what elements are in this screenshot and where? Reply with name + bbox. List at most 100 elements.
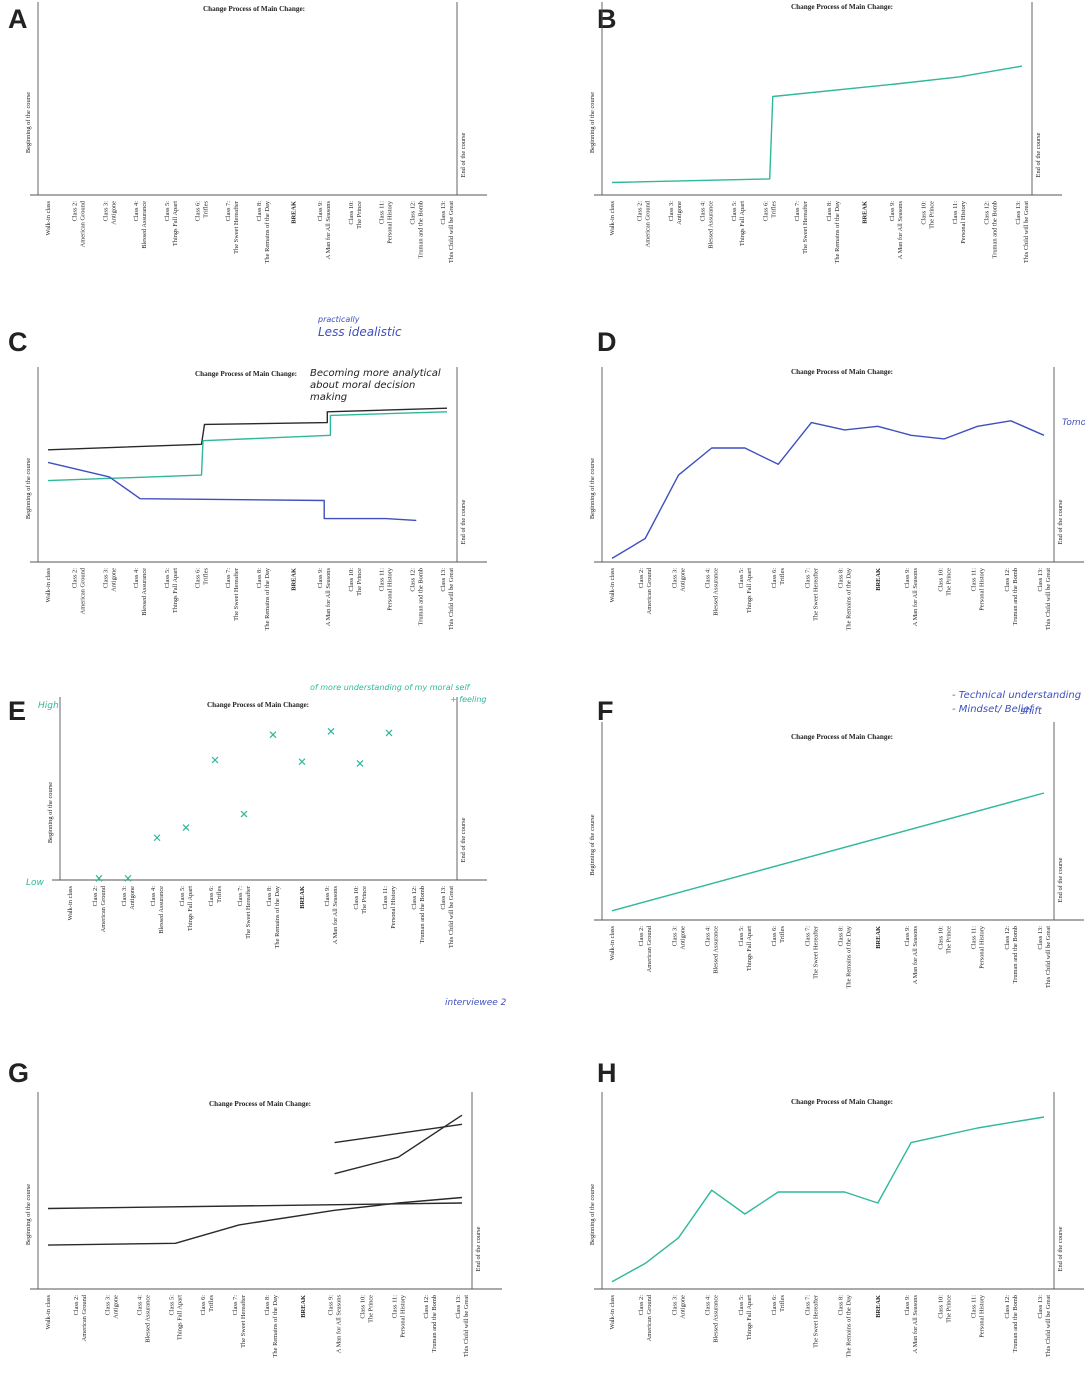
x-tick-label: Things Fall Apart: [746, 1295, 753, 1340]
x-tick-label: The Prince: [356, 568, 363, 596]
x-tick-label: Class 10:: [353, 886, 360, 910]
x-tick-label: Personal History: [979, 567, 986, 611]
x-tick-label: The Remains of the Day: [264, 567, 271, 630]
series-line: [611, 792, 1045, 912]
x-tick-label: Blessed Assurance: [145, 1295, 152, 1343]
annotation: practically: [317, 315, 360, 324]
x-tick-label: The Remains of the Day: [846, 1294, 853, 1357]
x-tick-label: Class 10:: [348, 201, 355, 225]
x-tick-label: BREAK: [861, 201, 868, 224]
panel-letter: C: [8, 327, 28, 357]
x-tick-label: The Remains of the Day: [274, 885, 281, 948]
x-tick-label: Trifles: [779, 1294, 786, 1311]
x-tick-label: Class 11:: [379, 201, 386, 225]
x-tick-label: Class 6:: [200, 1295, 207, 1316]
x-tick-label: Class 5:: [164, 201, 171, 222]
x-tick-label: Things Fall Apart: [172, 201, 179, 246]
x-tick-label: Class 11:: [971, 568, 978, 592]
x-tick-label: Personal History: [399, 1294, 406, 1338]
x-tick-label: Truman and the Bomb: [431, 1295, 438, 1352]
x-tick-label: Antigone: [679, 1295, 686, 1319]
x-tick-label: BREAK: [299, 886, 306, 909]
annotation: - Mindset/ Belief: [952, 704, 1034, 715]
x-tick-label: Walk-in class: [609, 200, 616, 235]
annotation: making: [310, 392, 347, 403]
x-tick-label: The Sweet Hereafter: [233, 200, 240, 254]
x-tick-label: The Prince: [945, 568, 952, 596]
x-tick-label: Class 9:: [904, 926, 911, 947]
annotation: Less idealistic: [318, 325, 402, 339]
x-tick-label: Class 9:: [317, 568, 324, 589]
x-tick-label: The Prince: [928, 201, 935, 229]
data-point: [211, 756, 219, 764]
x-tick-label: Walk-in class: [45, 1294, 52, 1329]
x-tick-label: The Sweet Hereafter: [812, 1294, 819, 1348]
x-tick-label: Class 7:: [804, 568, 811, 589]
series-line: [334, 1114, 463, 1175]
x-tick-label: The Prince: [356, 201, 363, 229]
x-tick-label: Class 6:: [208, 886, 215, 907]
x-tick-label: Truman and the Bomb: [1012, 1295, 1019, 1352]
x-tick-label: Walk-in class: [45, 567, 52, 602]
x-tick-label: Class 12:: [423, 1295, 430, 1319]
data-point: [240, 810, 248, 818]
x-tick-label: Class 11:: [391, 1295, 398, 1319]
panel-letter: H: [597, 1058, 617, 1088]
x-tick-label: Class 6:: [771, 568, 778, 589]
x-tick-label: This Child will be Great: [448, 201, 455, 263]
series-line: [47, 411, 448, 482]
x-tick-label: American Ground: [646, 567, 653, 614]
x-tick-label: American Ground: [80, 567, 87, 614]
data-point: [385, 729, 393, 737]
x-tick-label: Truman and the Bomb: [417, 201, 424, 258]
x-tick-label: Class 7:: [804, 926, 811, 947]
x-tick-label: This Child will be Great: [1045, 926, 1052, 988]
x-tick-label: Class 3:: [671, 926, 678, 947]
x-tick-label: American Ground: [100, 885, 107, 932]
x-tick-label: Class 4:: [700, 201, 707, 222]
y-start-label: Beginning of the course: [25, 458, 32, 519]
x-tick-label: Trifles: [771, 200, 778, 217]
x-tick-label: Class 8:: [264, 1295, 271, 1316]
x-tick-label: Blessed Assurance: [713, 1295, 720, 1343]
x-tick-label: Trifles: [202, 567, 209, 584]
x-tick-label: Class 7:: [804, 1295, 811, 1316]
panel-chart: Change Process of Main Change: Beginning …: [25, 2, 487, 263]
data-point: [95, 874, 103, 882]
x-tick-label: Class 13:: [1015, 201, 1022, 225]
y-start-label: Beginning of the course: [25, 92, 32, 153]
chart-title: Change Process of Main Change:: [203, 5, 305, 13]
x-tick-label: This Child will be Great: [1023, 201, 1030, 263]
y-end-label: End of the course: [460, 132, 467, 177]
x-tick-label: Truman and the Bomb: [419, 886, 426, 943]
annotation: interviewee 2: [445, 998, 507, 1008]
x-tick-label: Class 13:: [455, 1295, 462, 1319]
x-tick-label: Class 4:: [133, 568, 140, 589]
x-tick-label: Class 2:: [638, 1295, 645, 1316]
x-tick-label: Class 9:: [889, 201, 896, 222]
x-tick-label: Trifles: [779, 567, 786, 584]
y-end-label: End of the course: [1057, 1226, 1064, 1271]
series-line: [47, 461, 417, 522]
x-tick-label: Blessed Assurance: [141, 201, 148, 249]
x-tick-label: Walk-in class: [609, 925, 616, 960]
x-tick-label: Class 9:: [904, 1295, 911, 1316]
x-tick-label: Class 12:: [983, 201, 990, 225]
x-tick-label: The Sweet Hereafter: [812, 567, 819, 621]
x-tick-label: Class 7:: [237, 886, 244, 907]
x-tick-label: Class 11:: [379, 568, 386, 592]
x-tick-label: American Ground: [80, 200, 87, 247]
x-tick-label: The Remains of the Day: [846, 925, 853, 988]
x-tick-label: Class 7:: [794, 201, 801, 222]
x-tick-label: Class 6:: [194, 201, 201, 222]
annotation: High: [38, 701, 59, 711]
x-tick-label: Blessed Assurance: [141, 568, 148, 616]
x-tick-label: Class 4:: [137, 1295, 144, 1316]
x-tick-label: Truman and the Bomb: [1012, 568, 1019, 625]
x-tick-label: Class 8:: [838, 926, 845, 947]
x-tick-label: BREAK: [291, 568, 298, 591]
x-tick-label: American Ground: [646, 925, 653, 972]
x-tick-label: Truman and the Bomb: [417, 568, 424, 625]
series-line: [47, 1202, 463, 1210]
panel-letter: D: [597, 327, 617, 357]
